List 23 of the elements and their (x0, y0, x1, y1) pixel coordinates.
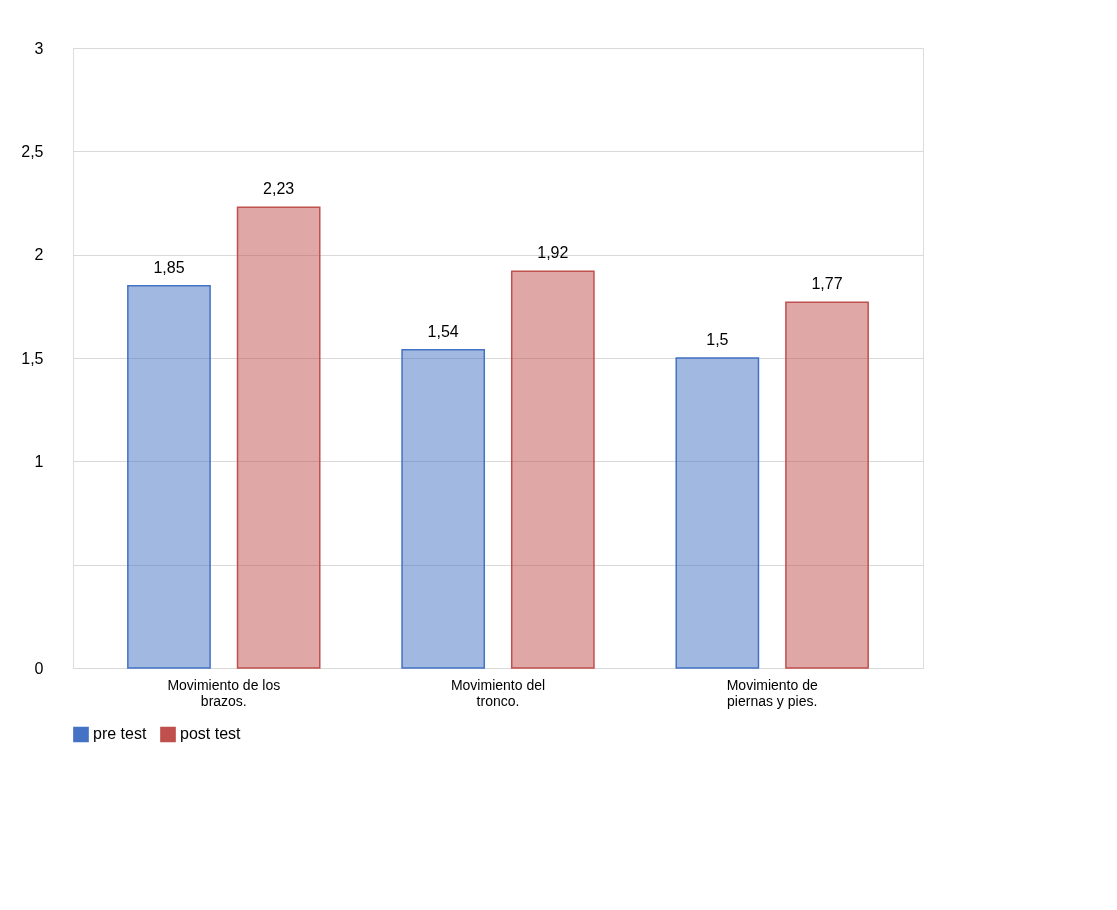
data-label: 1,85 (153, 258, 185, 276)
data-label: 1,77 (811, 275, 843, 293)
bar (675, 357, 760, 669)
y-tick-label: 0 (34, 659, 44, 677)
bar (785, 301, 869, 669)
data-label: 1,54 (427, 322, 459, 340)
data-label: 1,92 (537, 244, 569, 262)
y-tick-label: 1,5 (21, 349, 44, 367)
x-tick-label: Movimiento del tronco. (450, 676, 546, 709)
bar (127, 284, 211, 669)
legend-label: post test (180, 725, 242, 743)
bar (510, 270, 595, 669)
legend-label: pre test (93, 725, 147, 743)
y-tick-label: 2,5 (21, 142, 44, 160)
data-label: 2,23 (263, 180, 295, 198)
x-tick-label: Movimiento de los brazos. (167, 676, 281, 709)
bar (236, 206, 321, 669)
x-tick-label: Movimiento de piernas y pies. (726, 676, 818, 709)
data-label: 1,5 (706, 331, 729, 348)
y-tick-label: 3 (34, 39, 44, 57)
bar (401, 348, 486, 669)
y-tick-label: 2 (34, 246, 44, 264)
y-tick-label: 1 (34, 452, 44, 470)
